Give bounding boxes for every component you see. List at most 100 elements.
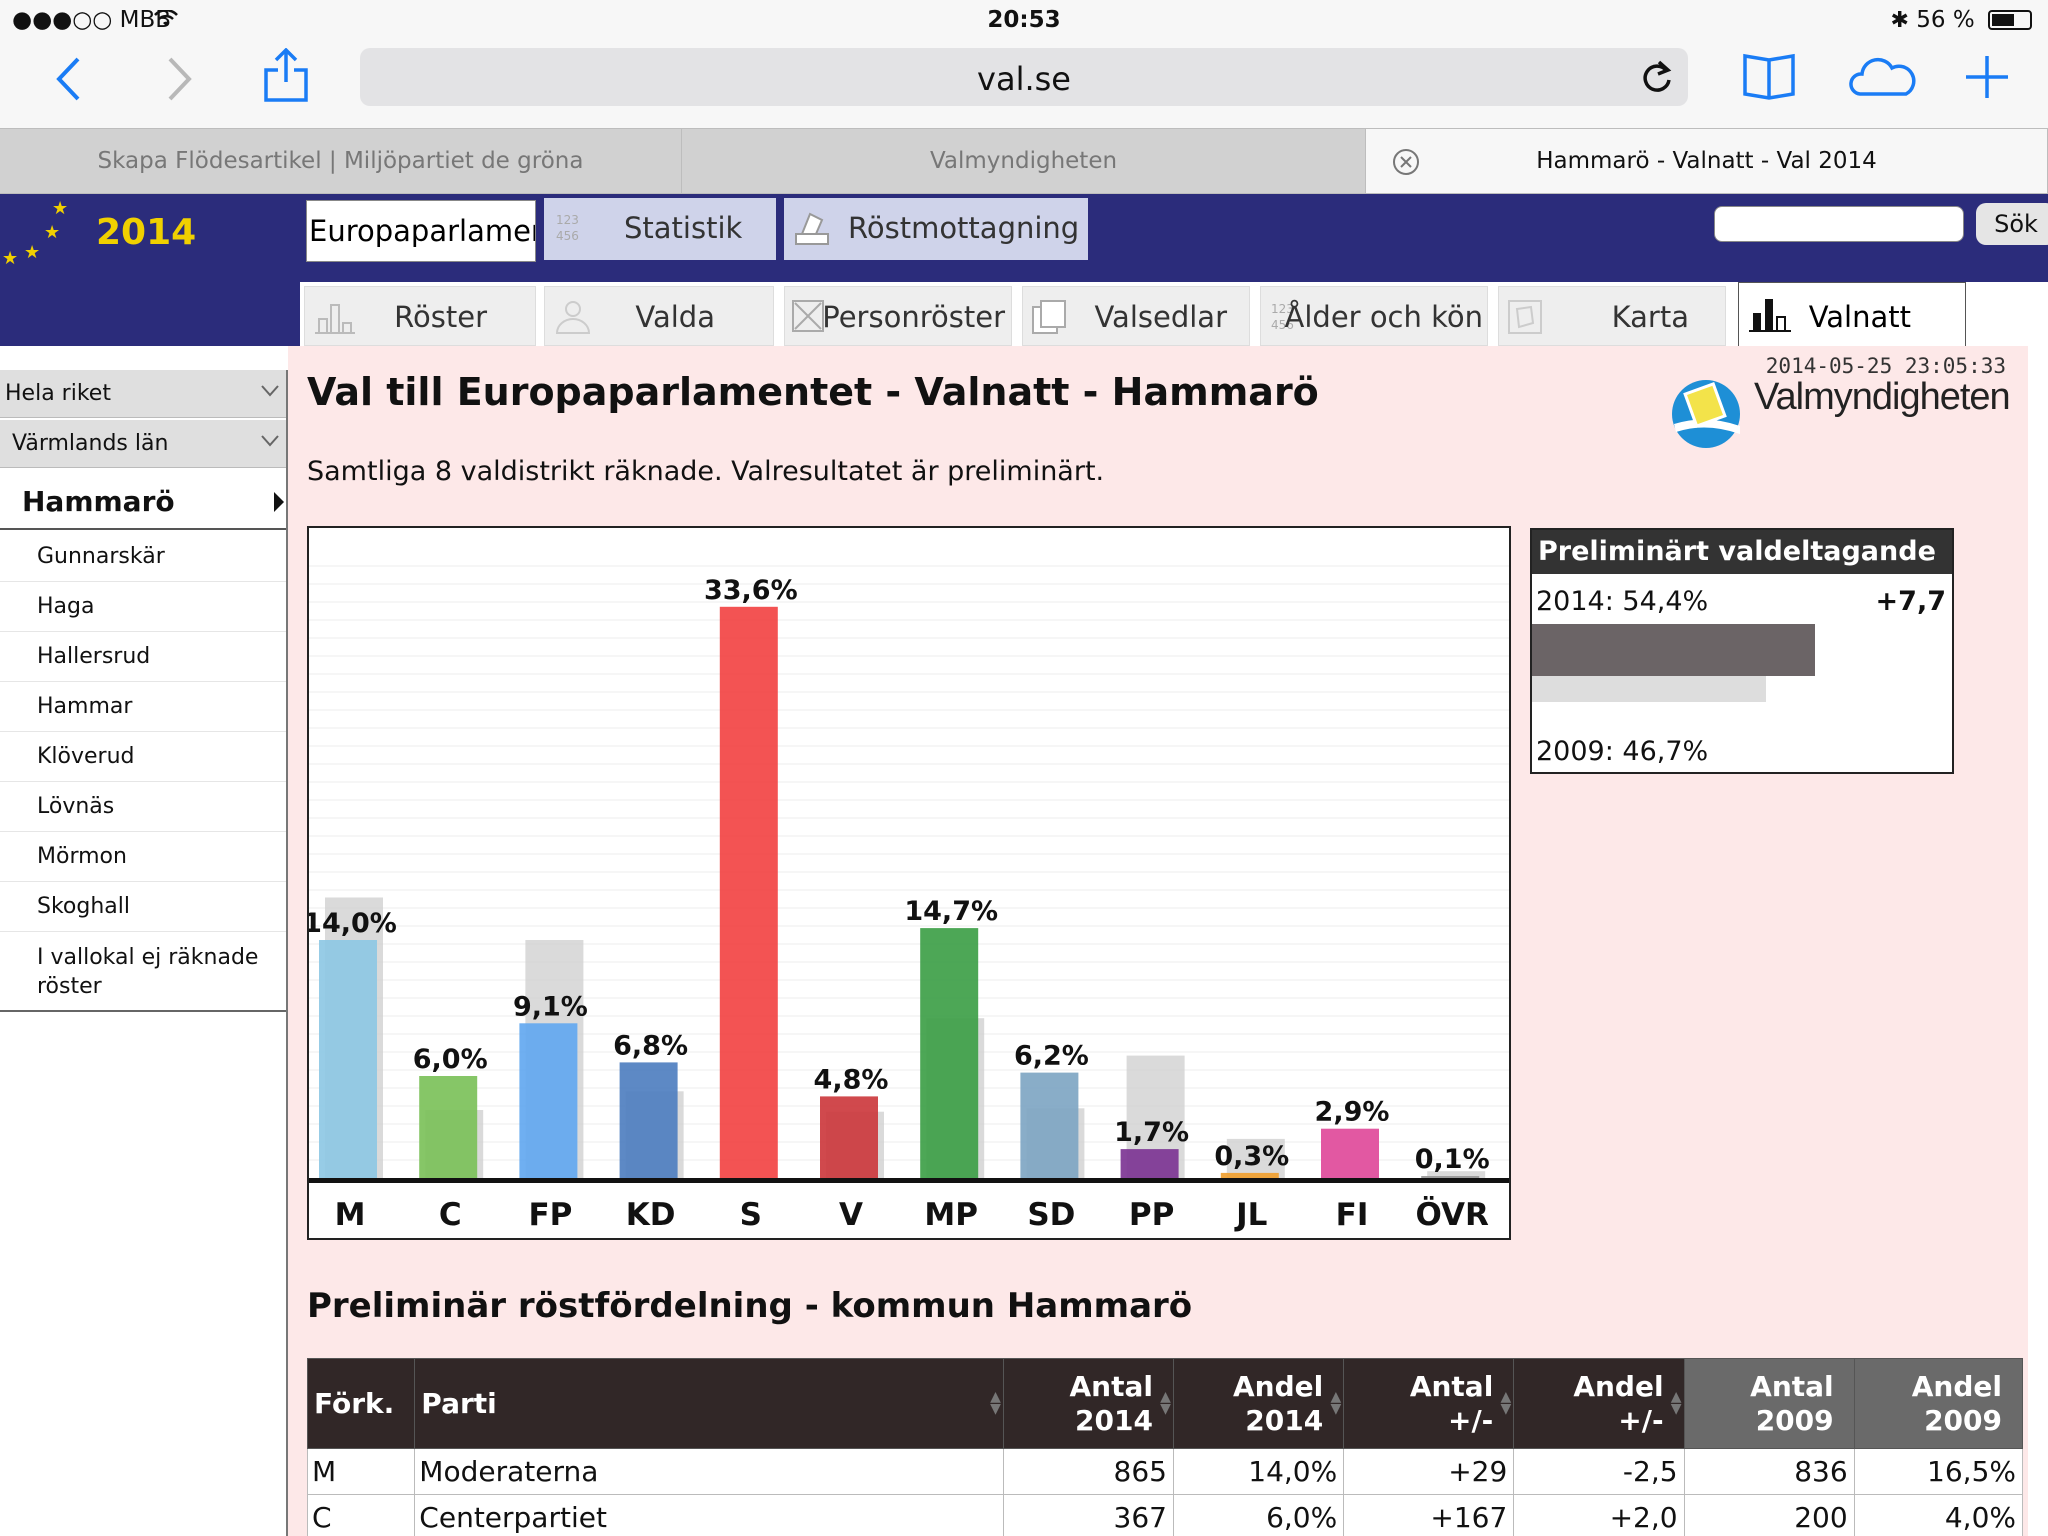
bar-chart-icon bbox=[1749, 299, 1791, 332]
cell-share-2014: 14,0% bbox=[1172, 1448, 1345, 1495]
tab-statistik[interactable]: 123 456 Statistik bbox=[544, 198, 776, 260]
browser-tab-active[interactable]: Hammarö - Valnatt - Val 2014 bbox=[1366, 129, 2048, 193]
data-label: 6,2% bbox=[1014, 1041, 1089, 1072]
col-header-share-2009[interactable]: Andel 2009 bbox=[1853, 1358, 2024, 1449]
bar-2014 bbox=[1020, 1072, 1079, 1178]
tab-personroster[interactable]: Personröster bbox=[784, 286, 1012, 346]
cell-party: Centerpartiet bbox=[414, 1494, 1004, 1536]
ballot-box-icon bbox=[795, 212, 829, 245]
reload-icon[interactable] bbox=[1640, 58, 1674, 96]
data-label: 0,1% bbox=[1415, 1144, 1490, 1175]
bar-2014 bbox=[1421, 1176, 1480, 1178]
sidebar-label: Klöverud bbox=[37, 744, 135, 769]
forward-icon[interactable] bbox=[166, 56, 194, 102]
sidebar-item-district[interactable]: Haga bbox=[0, 582, 286, 632]
tab-valnatt[interactable]: Valnatt bbox=[1738, 282, 1966, 348]
wifi-icon bbox=[154, 10, 178, 26]
tab-rostmottagning[interactable]: Röstmottagning bbox=[784, 198, 1088, 260]
tab-label: Valda bbox=[635, 300, 715, 334]
col-header-votes-2009[interactable]: Antal 2009 bbox=[1683, 1358, 1855, 1449]
tab-title: Hammarö - Valnatt - Val 2014 bbox=[1536, 148, 1877, 174]
status-bar: ●●●○○ MBB 20:53 ✱ 56 % bbox=[0, 0, 2048, 40]
url-text: val.se bbox=[977, 60, 1071, 98]
cell-share-2009: 16,5% bbox=[1853, 1448, 2024, 1495]
data-label: 2,9% bbox=[1315, 1097, 1390, 1128]
sidebar-item-hammaro[interactable]: Hammarö bbox=[0, 474, 286, 530]
col-header-abbr[interactable]: Förk. bbox=[306, 1358, 416, 1449]
sort-icon: ▲ ▼ bbox=[1500, 1389, 1512, 1417]
valmyndigheten-logo-icon[interactable] bbox=[1668, 374, 1744, 450]
tab-roster[interactable]: Röster bbox=[304, 286, 536, 346]
results-table: Förk. Parti ▲ ▼ Antal 2014 ▲ ▼ Andel 2014 ▲ ▼ An… bbox=[306, 1358, 2024, 1536]
sidebar-item-district[interactable]: Hallersrud bbox=[0, 632, 286, 682]
cell-share-2014: 6,0% bbox=[1172, 1494, 1345, 1536]
cloud-icon[interactable] bbox=[1848, 54, 1918, 98]
address-bar[interactable]: val.se bbox=[360, 48, 1688, 106]
sidebar-item-district[interactable]: Skoghall bbox=[0, 882, 286, 932]
back-icon[interactable] bbox=[54, 56, 82, 102]
col-header-party[interactable]: Parti ▲ ▼ bbox=[414, 1358, 1004, 1449]
col-header-share-diff[interactable]: Andel +/- ▲ ▼ bbox=[1513, 1358, 1685, 1449]
sidebar-item-district[interactable]: Klöverud bbox=[0, 732, 286, 782]
sidebar-item-unsorted-votes[interactable]: I vallokal ej räknade röster bbox=[0, 932, 286, 1012]
sort-icon: ▲ ▼ bbox=[1670, 1389, 1682, 1417]
browser-tab[interactable]: Skapa Flödesartikel | Miljöpartiet de gr… bbox=[0, 129, 682, 193]
numbers-icon: 123 456 bbox=[1271, 302, 1294, 332]
sidebar-label: Lövnäs bbox=[37, 794, 115, 819]
col-header-share-2014[interactable]: Andel 2014 ▲ ▼ bbox=[1172, 1358, 1345, 1449]
bookmarks-icon[interactable] bbox=[1742, 52, 1796, 100]
tab-europaparlamentet[interactable]: Europaparlament bbox=[306, 200, 536, 262]
bar-2014 bbox=[419, 1076, 478, 1178]
tab-label: Statistik bbox=[624, 211, 743, 245]
close-tab-icon[interactable] bbox=[1392, 148, 1420, 176]
sidebar-item-district[interactable]: Mörmon bbox=[0, 832, 286, 882]
eu-2014-logo[interactable]: ★ ★ ★ ★ 2014 bbox=[0, 194, 290, 374]
tab-label: Valsedlar bbox=[1094, 300, 1227, 334]
category-label: S bbox=[740, 1197, 762, 1233]
cell-votes-diff: +167 bbox=[1343, 1494, 1515, 1536]
new-tab-icon[interactable] bbox=[1964, 54, 2010, 100]
data-label: 33,6% bbox=[704, 575, 798, 606]
region-sidebar: Hela riket Värmlands län Hammarö Gunnars… bbox=[0, 370, 288, 1536]
tab-label: Europaparlament bbox=[309, 214, 536, 248]
section-title: Preliminär röstfördelning - kommun Hamma… bbox=[307, 1286, 1193, 1326]
search-button[interactable]: Sök bbox=[1976, 203, 2048, 245]
svg-text:★: ★ bbox=[52, 198, 68, 219]
table-row: M Moderaterna 865 14,0% +29 -2,5 836 16,… bbox=[306, 1448, 2024, 1495]
tab-valsedlar[interactable]: Valsedlar bbox=[1022, 286, 1250, 346]
browser-toolbar: val.se bbox=[0, 40, 2048, 128]
bar-2014 bbox=[519, 1023, 578, 1178]
share-icon[interactable] bbox=[262, 48, 310, 104]
election-year: 2014 bbox=[96, 212, 197, 253]
bluetooth-icon: ✱ bbox=[1890, 8, 1909, 33]
tab-label: Karta bbox=[1611, 300, 1689, 334]
bar-2014 bbox=[1220, 1172, 1279, 1178]
sidebar-label: Värmlands län bbox=[12, 431, 169, 456]
tab-alder-och-kon[interactable]: 123 456 Ålder och kön bbox=[1260, 286, 1488, 346]
header-label: Andel bbox=[1573, 1369, 1664, 1403]
ballot-cross-icon bbox=[792, 300, 824, 332]
category-label: FI bbox=[1336, 1197, 1369, 1233]
sidebar-item-hela-riket[interactable]: Hela riket bbox=[0, 370, 286, 418]
turnout-2014: 2014: 54,4% bbox=[1536, 586, 1709, 617]
svg-text:★: ★ bbox=[44, 222, 60, 243]
search-input[interactable] bbox=[1714, 206, 1964, 242]
sort-icon: ▲ ▼ bbox=[1330, 1389, 1342, 1417]
sidebar-item-district[interactable]: Lövnäs bbox=[0, 782, 286, 832]
sidebar-label: Hammar bbox=[37, 694, 133, 719]
col-header-votes-2014[interactable]: Antal 2014 ▲ ▼ bbox=[1002, 1358, 1174, 1449]
sidebar-item-district[interactable]: Gunnarskär bbox=[0, 532, 286, 582]
turnout-bar-2014 bbox=[1532, 624, 1815, 676]
header-label: Parti bbox=[421, 1386, 497, 1420]
sidebar-item-district[interactable]: Hammar bbox=[0, 682, 286, 732]
tab-valda[interactable]: Valda bbox=[544, 286, 774, 346]
bar-chart: 14,0% M 6,0% C 9,1% FP 6,8% KD 33,6% S 4,8% V 14,7% M… bbox=[309, 565, 1509, 1233]
tab-karta[interactable]: Karta bbox=[1498, 286, 1726, 346]
data-label: 14,7% bbox=[904, 896, 998, 927]
ballot-papers-icon bbox=[1032, 300, 1066, 334]
sidebar-item-varmlands-lan[interactable]: Värmlands län bbox=[0, 420, 286, 468]
numbers-icon: 123 456 bbox=[556, 213, 579, 243]
browser-tab[interactable]: Valmyndigheten bbox=[682, 129, 1366, 193]
col-header-votes-diff[interactable]: Antal +/- ▲ ▼ bbox=[1343, 1358, 1515, 1449]
chevron-down-icon bbox=[261, 435, 279, 447]
